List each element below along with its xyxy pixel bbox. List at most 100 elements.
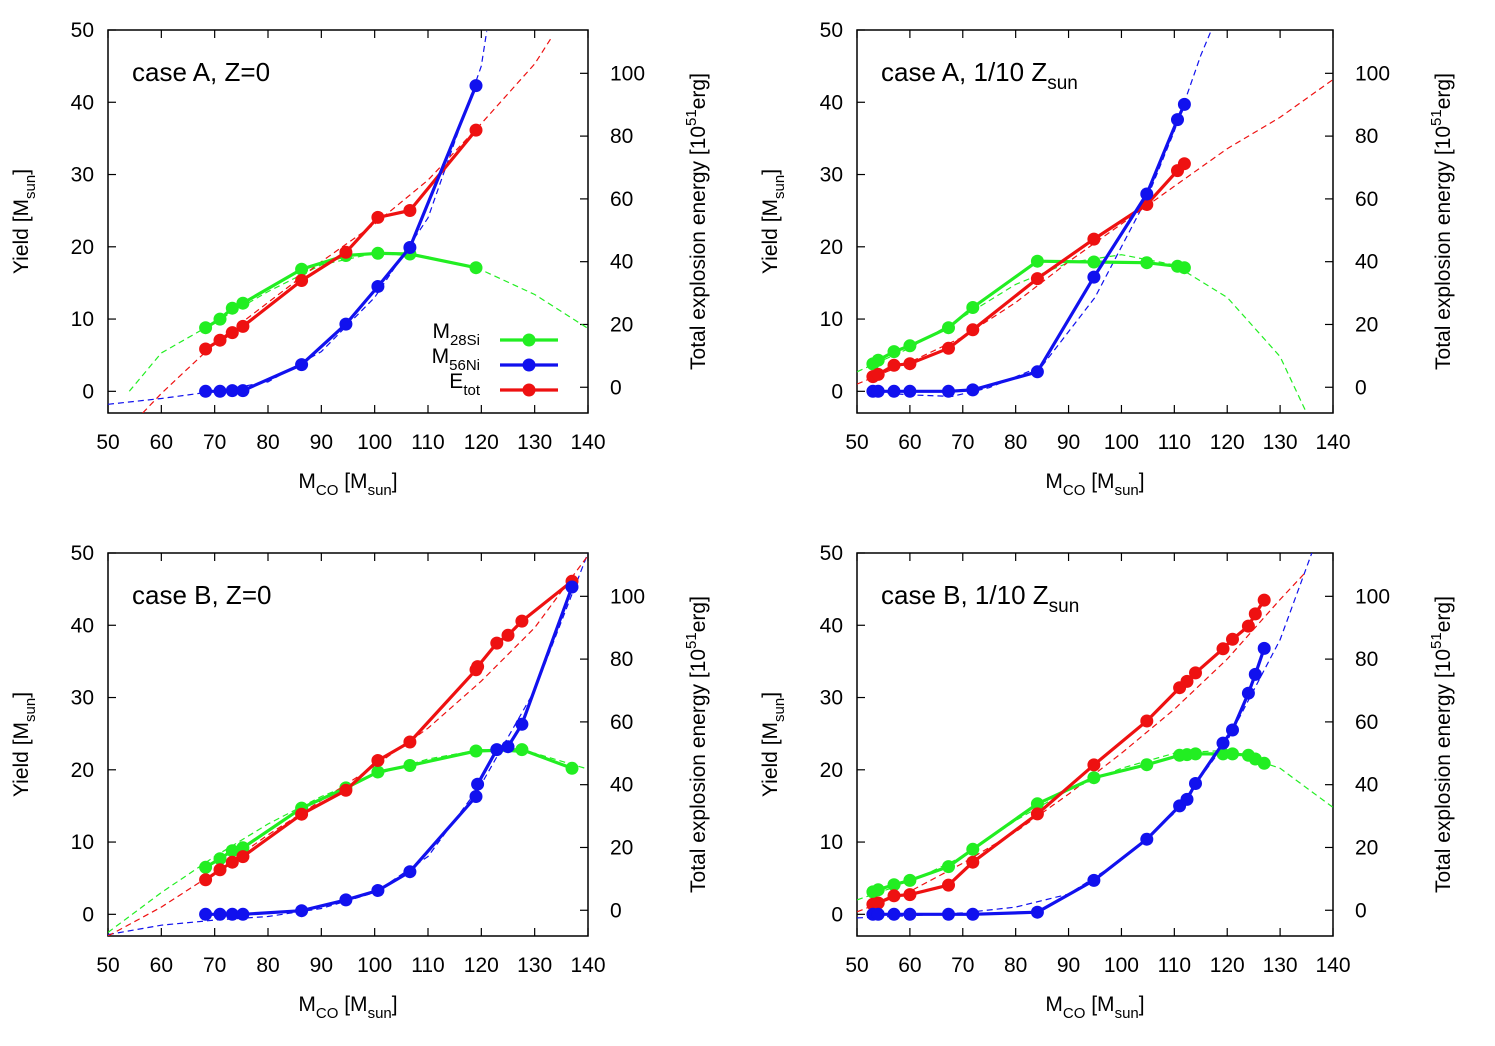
x-tick-label: 80	[1004, 954, 1027, 977]
data-point-M56Ni	[1189, 777, 1202, 790]
data-point-M28Si	[887, 878, 901, 892]
y-tick-label: 0	[82, 380, 94, 403]
y-tick-label: 10	[71, 831, 94, 854]
data-point-Etot	[1087, 758, 1101, 772]
data-point-M28Si	[225, 844, 239, 858]
y-tick-label: 50	[71, 542, 94, 565]
y2-tick-label: 40	[1355, 774, 1378, 797]
x-tick-label: 120	[464, 431, 499, 454]
y2-axis-label: Total explosion energy [1051erg]	[1428, 73, 1455, 370]
data-point-Etot	[339, 245, 353, 259]
y-tick-label: 40	[820, 614, 843, 637]
plot-frame	[856, 29, 1334, 414]
series-line-M28Si	[871, 259, 1185, 366]
x-tick-label: 110	[411, 431, 444, 454]
data-point-M56Ni	[1216, 736, 1230, 750]
data-point-M56Ni	[1140, 832, 1154, 846]
y2-tick-label: 40	[1355, 251, 1378, 274]
y2-tick-label: 80	[1355, 125, 1378, 148]
y2-tick-label: 60	[610, 711, 633, 734]
fit-curve-Etot	[108, 555, 588, 936]
data-point-M28Si	[371, 246, 385, 260]
y2-tick-label: 20	[1355, 313, 1378, 336]
data-point-M28Si	[1189, 747, 1202, 761]
data-point-M28Si	[295, 262, 309, 276]
fit-curve-Etot	[142, 38, 552, 413]
x-tick-label: 100	[1104, 431, 1139, 454]
data-point-M56Ni	[1177, 97, 1191, 111]
data-point-Etot	[1180, 674, 1194, 688]
y2-axis-label: Total explosion energy [1051erg]	[683, 73, 710, 370]
data-point-M28Si	[1030, 797, 1044, 811]
data-point-M28Si	[1140, 256, 1154, 270]
data-point-Etot	[213, 863, 227, 877]
plot-frame	[107, 29, 589, 414]
legend-marker	[522, 383, 536, 397]
y-axis-label: Yield [Msun]	[10, 692, 39, 797]
data-point-Etot	[1177, 157, 1191, 171]
panel-title: case A, 1/10 Zsun	[881, 57, 1078, 94]
data-point-Etot	[903, 888, 917, 902]
y-tick-label: 40	[71, 91, 94, 114]
x-tick-label: 80	[256, 954, 279, 977]
data-point-M56Ni	[1257, 641, 1271, 655]
x-tick-label: 100	[357, 954, 392, 977]
x-axis-label: MCO [Msun]	[298, 993, 397, 1022]
data-point-M56Ni	[236, 384, 250, 398]
y-tick-label: 20	[71, 236, 94, 259]
series-line-M28Si	[204, 251, 477, 330]
data-point-M56Ni	[1030, 905, 1044, 919]
y-tick-label: 0	[82, 903, 94, 926]
data-point-Etot	[1248, 607, 1262, 621]
fit-curve-Etot	[857, 79, 1333, 385]
y-tick-label: 0	[831, 380, 843, 403]
data-point-M28Si	[213, 852, 227, 866]
data-point-M56Ni	[1226, 723, 1239, 737]
data-point-Etot	[871, 896, 885, 910]
data-point-M56Ni	[471, 777, 485, 791]
y-tick-label: 30	[71, 164, 94, 187]
x-tick-label: 120	[1210, 431, 1245, 454]
y2-tick-label: 80	[610, 125, 633, 148]
data-point-M56Ni	[1248, 667, 1262, 681]
fit-curve-Etot	[857, 570, 1308, 913]
data-point-M28Si	[371, 765, 385, 779]
x-tick-label: 90	[310, 954, 333, 977]
data-point-M56Ni	[1140, 187, 1154, 201]
data-point-M56Ni	[213, 907, 227, 921]
y-tick-label: 50	[820, 542, 843, 565]
data-point-M56Ni	[966, 383, 980, 397]
data-point-Etot	[1140, 714, 1154, 728]
y2-tick-label: 60	[1355, 711, 1378, 734]
data-point-M56Ni	[199, 384, 213, 398]
data-point-M28Si	[515, 743, 529, 757]
fit-curve-M56Ni	[867, 30, 1212, 398]
x-tick-label: 60	[150, 431, 173, 454]
plot-frame	[107, 552, 589, 937]
data-point-M56Ni	[565, 580, 579, 594]
data-point-M56Ni	[942, 907, 955, 921]
y2-tick-label: 100	[610, 585, 645, 608]
x-tick-label: 70	[203, 431, 226, 454]
x-tick-label: 70	[951, 954, 974, 977]
data-point-Etot	[339, 783, 353, 797]
x-tick-label: 110	[411, 954, 444, 977]
x-tick-label: 140	[570, 954, 605, 977]
data-point-M56Ni	[225, 907, 239, 921]
data-point-M56Ni	[403, 865, 417, 879]
data-point-M56Ni	[490, 743, 504, 757]
data-point-M56Ni	[403, 241, 417, 254]
x-tick-label: 130	[517, 431, 552, 454]
y2-tick-label: 100	[1355, 585, 1390, 608]
data-point-M56Ni	[903, 907, 917, 921]
series-line-M56Ni	[872, 647, 1266, 916]
data-point-M28Si	[1140, 758, 1154, 772]
data-point-Etot	[213, 333, 227, 347]
panel-4: 50 60 70 80 90 100 110 120 130 140 0 10 20 30 40 50 0 20 4…	[759, 542, 1455, 1022]
data-point-M28Si	[1257, 756, 1271, 770]
data-point-M56Ni	[887, 384, 901, 398]
x-tick-label: 70	[203, 954, 226, 977]
data-point-M28Si	[213, 312, 227, 326]
data-point-M28Si	[1226, 747, 1239, 761]
y-tick-label: 10	[820, 831, 843, 854]
